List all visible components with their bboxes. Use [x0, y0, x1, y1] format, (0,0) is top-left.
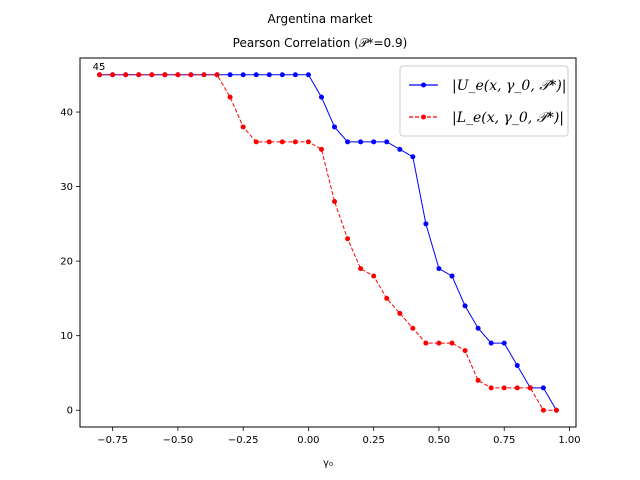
data-point-series-1 — [397, 310, 403, 316]
x-axis-label: γ₀ — [323, 458, 333, 469]
x-tick-label: −0.25 — [228, 435, 259, 446]
data-point-series-1 — [501, 385, 507, 391]
axes-frame — [79, 57, 577, 428]
data-point-series-0 — [240, 72, 246, 78]
chart-title-line2: Pearson Correlation (𝒫*=0.9) — [233, 36, 408, 50]
y-tick-label: 0 — [67, 406, 73, 417]
data-point-series-1 — [227, 94, 233, 100]
data-point-series-0 — [462, 303, 468, 309]
legend-marker-lower — [421, 114, 426, 120]
data-point-series-1 — [514, 385, 520, 391]
data-point-series-0 — [410, 154, 416, 160]
data-point-series-1 — [97, 72, 103, 78]
data-point-series-1 — [436, 340, 442, 346]
data-point-series-0 — [358, 139, 364, 145]
data-point-series-0 — [345, 139, 351, 145]
data-point-series-0 — [514, 363, 520, 368]
data-point-series-1 — [332, 199, 338, 204]
x-tick-label: −0.50 — [163, 435, 194, 446]
data-point-series-1 — [240, 124, 246, 130]
x-tick-label: −0.75 — [97, 435, 128, 446]
y-tick-label: 30 — [60, 182, 73, 193]
data-point-series-1 — [162, 72, 168, 78]
y-tick-label: 10 — [60, 331, 73, 342]
data-point-series-1 — [345, 236, 351, 242]
data-point-series-1 — [292, 139, 298, 145]
data-point-series-1 — [371, 273, 377, 279]
data-point-series-1 — [214, 72, 220, 78]
x-tick-label: 1.00 — [558, 435, 580, 446]
data-point-series-0 — [436, 266, 442, 272]
data-point-series-1 — [136, 72, 142, 78]
legend-label-lower: |L_e(x, γ_0, 𝒫*)| — [452, 110, 564, 126]
x-tick-label: 0.25 — [363, 435, 385, 446]
annotation-label: 45 — [93, 62, 106, 73]
data-point-series-1 — [188, 72, 194, 78]
data-point-series-1 — [540, 407, 546, 413]
x-tick-label: 0.50 — [428, 435, 450, 446]
series-line-1 — [99, 74, 557, 411]
data-point-series-0 — [253, 72, 259, 78]
data-point-series-1 — [553, 407, 559, 413]
data-point-series-1 — [123, 72, 129, 78]
data-point-series-1 — [149, 72, 155, 78]
data-point-series-0 — [384, 139, 390, 145]
data-point-series-0 — [449, 273, 455, 279]
legend-label-upper: |U_e(x, γ_0, 𝒫*)| — [452, 78, 567, 94]
data-point-series-1 — [527, 385, 533, 391]
data-point-series-0 — [501, 340, 507, 346]
data-point-series-1 — [423, 340, 429, 346]
y-tick-label: 20 — [60, 257, 73, 268]
data-point-series-0 — [279, 72, 285, 78]
chart-title-line1: Argentina market — [268, 12, 373, 26]
data-point-series-0 — [397, 146, 403, 152]
y-tick-label: 40 — [60, 108, 73, 119]
data-point-series-0 — [475, 325, 481, 331]
data-point-series-0 — [423, 221, 429, 227]
plot-area: −0.75 −0.50 −0.25 0.00 0.25 0.50 0.75 1.00 0 10 20… — [60, 62, 580, 446]
data-point-series-0 — [266, 72, 272, 78]
data-point-series-1 — [410, 325, 416, 331]
legend-box — [399, 65, 569, 137]
legend: |U_e(x, γ_0, 𝒫*)| |L_e(x, γ_0, 𝒫*)| — [399, 65, 569, 137]
data-point-series-0 — [292, 72, 298, 78]
legend-marker-upper — [421, 82, 426, 88]
data-point-series-0 — [488, 340, 494, 346]
data-point-series-1 — [175, 72, 181, 78]
data-point-series-0 — [371, 139, 377, 145]
x-tick-label: 0.00 — [297, 435, 319, 446]
data-point-series-1 — [475, 377, 481, 383]
x-tick-label: 0.75 — [493, 435, 515, 446]
data-point-series-1 — [279, 139, 285, 145]
data-point-series-1 — [266, 139, 272, 145]
data-point-series-1 — [384, 295, 390, 301]
data-point-series-0 — [540, 385, 546, 391]
data-point-series-1 — [318, 146, 324, 152]
data-point-series-1 — [110, 72, 116, 78]
data-point-series-0 — [227, 72, 233, 78]
data-point-series-0 — [332, 124, 338, 130]
data-point-series-1 — [449, 340, 455, 346]
data-point-series-1 — [488, 385, 494, 391]
data-point-series-0 — [305, 72, 311, 78]
data-point-series-1 — [201, 72, 207, 78]
data-point-series-1 — [358, 266, 364, 272]
data-point-series-1 — [253, 139, 259, 145]
data-point-series-1 — [305, 139, 311, 145]
data-point-series-1 — [462, 348, 468, 354]
data-point-series-0 — [318, 94, 324, 100]
